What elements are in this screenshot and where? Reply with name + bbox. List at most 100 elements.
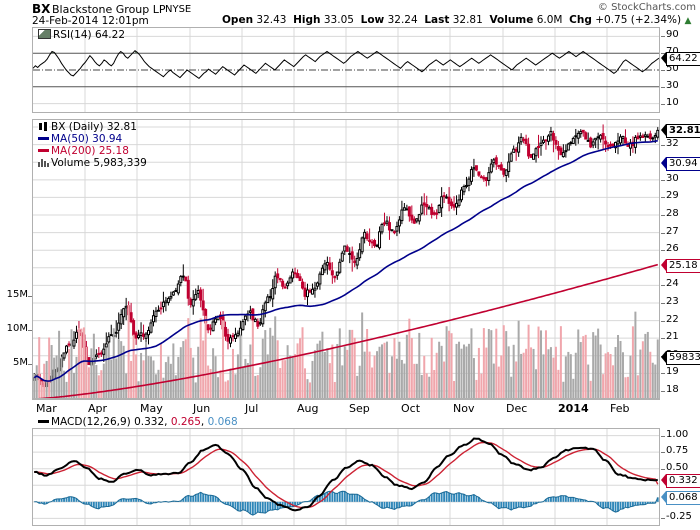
x-axis-label: Jul: [245, 402, 259, 415]
axis-tick-label: 24: [666, 278, 679, 290]
axis-tick: [661, 452, 665, 454]
exchange-name: NYSE: [165, 4, 192, 15]
macd-hist-callout: 0.068: [666, 491, 700, 506]
price-plot: [32, 120, 660, 400]
chart-header: BX Blackstone Group LP NYSE 24-Feb-2014 …: [0, 0, 700, 27]
high-value: 33.05: [323, 14, 354, 26]
macd-signal-value: 0.265: [170, 416, 201, 428]
open-value: 32.43: [256, 14, 287, 26]
rsi-callout-pointer: [661, 52, 666, 65]
quote-datetime: 24-Feb-2014 12:01pm: [32, 15, 149, 27]
rsi-panel: [32, 27, 660, 113]
x-axis-label: Nov: [453, 402, 475, 415]
x-axis-label: Apr: [88, 402, 108, 415]
axis-tick-label: 30: [666, 172, 679, 184]
x-axis-label: May: [140, 402, 163, 415]
company-name: Blackstone Group LP: [52, 3, 166, 16]
axis-tick: [661, 144, 665, 146]
macd-panel: [32, 428, 660, 526]
axis-tick: [661, 373, 665, 375]
axis-tick: [661, 302, 665, 304]
macd-legend-label: MACD(12,26,9): [51, 416, 131, 428]
axis-tick-label: 0.50: [666, 461, 689, 473]
price-legend-title: BX (Daily) 32.81: [51, 121, 137, 133]
callout-pointer: [661, 124, 666, 137]
last-price-callout: 32.81: [666, 124, 700, 139]
axis-tick-label: 32: [666, 137, 679, 149]
macd-legend-sep1: ,: [164, 416, 168, 428]
axis-tick: [661, 285, 665, 287]
low-value: 32.24: [387, 14, 418, 26]
callout-pointer: [661, 157, 666, 170]
x-axis: Mar Apr May Jun Jul Aug Sep Oct Nov Dec 2014 Feb: [32, 400, 660, 426]
ma200-value-callout: 25.18: [666, 258, 700, 273]
axis-tick: [661, 250, 665, 252]
volume-value: 6.0M: [536, 14, 563, 26]
rsi-legend-text: RSI(14) 64.22: [53, 29, 126, 41]
x-axis-line: [32, 399, 660, 400]
ma50-legend-text: MA(50) 30.94: [51, 133, 123, 145]
axis-tick-label: 27: [666, 225, 679, 237]
candlestick-icon: [38, 122, 49, 131]
rsi-value-callout: 64.22: [666, 52, 700, 67]
ma50-line-icon: [38, 137, 49, 140]
axis-tick: [661, 435, 665, 437]
axis-tick-label: 26: [666, 243, 679, 255]
rsi-plot: [32, 28, 660, 112]
axis-tick: [661, 179, 665, 181]
axis-tick: [661, 86, 665, 88]
volume-label: Volume: [489, 14, 534, 26]
axis-tick-label: 28: [666, 208, 679, 219]
axis-tick-label: 10: [666, 96, 679, 108]
chg-label: Chg: [569, 14, 592, 26]
x-axis-label: Oct: [401, 402, 421, 415]
macd-legend-sep2: ,: [200, 416, 205, 428]
axis-tick-label: 29: [666, 190, 679, 202]
rsi-area-icon: [38, 29, 51, 39]
ma200-legend-row: MA(200) 25.18: [38, 145, 147, 157]
low-label: Low: [360, 14, 385, 26]
axis-tick: [28, 295, 32, 297]
high-label: High: [293, 14, 321, 26]
ma200-line-icon: [38, 149, 49, 152]
axis-tick: [661, 103, 665, 105]
axis-tick-label: 22: [666, 313, 679, 325]
macd-hist-value: 0.068: [207, 416, 238, 428]
axis-tick: [661, 320, 665, 322]
x-axis-label: Dec: [506, 402, 528, 415]
macd-legend-value: 0.332: [134, 416, 165, 428]
volume-legend-text: Volume 5,983,339: [51, 157, 147, 169]
chg-value: +0.75 (+2.34%): [595, 14, 682, 26]
price-legend: BX (Daily) 32.81 MA(50) 30.94 MA(200) 25…: [38, 121, 147, 169]
ma200-legend-text: MA(200) 25.18: [51, 145, 129, 157]
volume-bars-icon: [38, 158, 49, 167]
x-axis-label: Aug: [297, 402, 319, 415]
axis-tick: [28, 363, 32, 365]
last-value: 32.81: [452, 14, 483, 26]
ma50-legend-row: MA(50) 30.94: [38, 133, 147, 145]
chg-up-arrow-icon: ▲: [684, 16, 692, 26]
axis-tick-label: 23: [666, 295, 679, 307]
volume-axis-label: 15M: [6, 288, 28, 300]
callout-pointer: [661, 473, 666, 486]
open-label: Open: [222, 14, 254, 26]
volume-axis-label: 10M: [6, 322, 28, 334]
macd-line-icon: [38, 420, 49, 423]
axis-tick: [661, 468, 665, 470]
volume-callout-pointer: [661, 351, 666, 364]
axis-tick: [661, 36, 665, 38]
axis-tick-label: 21: [666, 331, 679, 343]
x-axis-label: Jun: [193, 402, 211, 415]
axis-tick-label: 18: [666, 383, 679, 395]
last-label: Last: [424, 14, 450, 26]
x-axis-label: Mar: [36, 402, 57, 415]
axis-tick: [661, 232, 665, 234]
axis-tick-label: 0.75: [666, 445, 689, 457]
volume-value-callout: 5983339: [666, 351, 700, 366]
stockcharts-watermark: © StockCharts.com: [597, 2, 696, 13]
axis-tick-label: 70: [666, 46, 679, 57]
axis-tick-label: 50: [666, 63, 679, 74]
price-panel: [32, 119, 660, 400]
rsi-legend: RSI(14) 64.22: [38, 29, 125, 41]
